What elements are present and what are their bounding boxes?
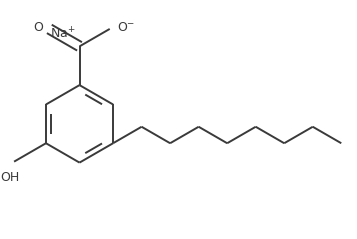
Text: OH: OH: [1, 171, 20, 184]
Text: O$^{-}$: O$^{-}$: [117, 22, 136, 34]
Text: Na$^{+}$: Na$^{+}$: [50, 26, 76, 41]
Text: O: O: [33, 22, 42, 34]
